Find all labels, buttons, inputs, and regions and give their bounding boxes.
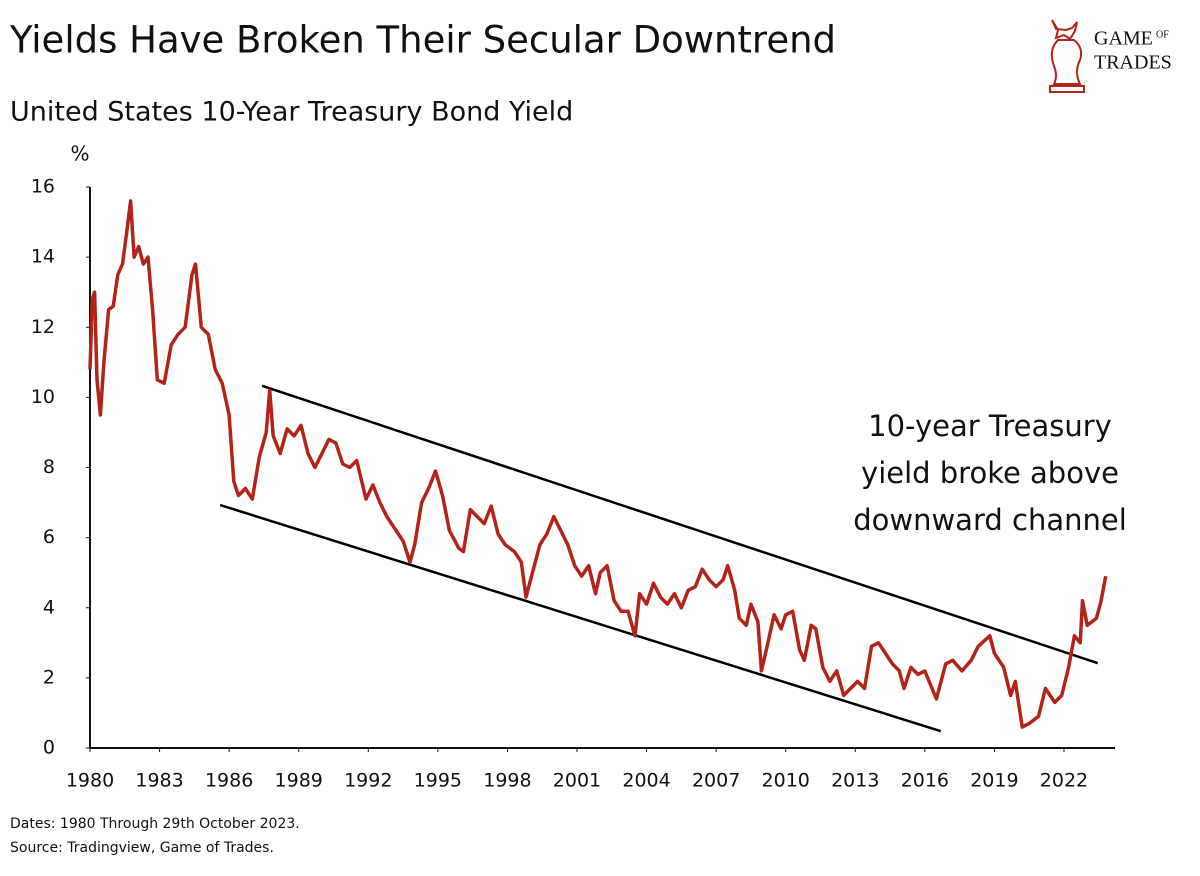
y-tick-label: 6 [43, 526, 55, 548]
channel-line [219, 503, 942, 733]
y-tick-label: 2 [43, 666, 55, 688]
x-tick-label: 1995 [414, 770, 462, 792]
logo-text: TRADES [1094, 52, 1172, 74]
x-tick-label: 2010 [762, 770, 810, 792]
x-tick-label: 2007 [692, 770, 740, 792]
annotation-line: 10-year Treasury [868, 409, 1112, 443]
annotation-line: yield broke above [861, 456, 1119, 490]
x-tick-label: 2013 [831, 770, 879, 792]
y-tick-label: 16 [31, 176, 55, 198]
annotation-line: downward channel [853, 503, 1127, 537]
x-tick-label: 1992 [344, 770, 392, 792]
y-tick-label: 8 [43, 456, 55, 478]
x-tick-label: 2016 [901, 770, 949, 792]
chart-title: Yields Have Broken Their Secular Downtre… [9, 19, 836, 62]
y-tick-label: 14 [31, 246, 55, 268]
x-tick-label: 1980 [66, 770, 114, 792]
y-axis-label: % [70, 142, 89, 166]
x-tick-label: 1986 [205, 770, 253, 792]
x-tick-label: 1998 [483, 770, 531, 792]
y-tick-label: 10 [31, 386, 55, 408]
y-tick-label: 4 [43, 596, 55, 618]
x-tick-label: 1989 [275, 770, 323, 792]
x-tick-label: 2022 [1040, 770, 1088, 792]
logo-text: OF [1156, 29, 1169, 40]
y-tick-label: 0 [43, 737, 55, 759]
yield-line [88, 199, 1108, 729]
x-tick-label: 2004 [622, 770, 670, 792]
x-tick-label: 2019 [970, 770, 1018, 792]
logo: GAME OF TRADES [1049, 19, 1172, 93]
note: Source: Tradingview, Game of Trades. [10, 840, 274, 856]
logo-icon [1049, 19, 1085, 93]
annotation: 10-year Treasury yield broke above downw… [853, 409, 1127, 537]
logo-text: GAME [1094, 28, 1153, 50]
channel-line [261, 384, 1099, 665]
y-tick-label: 12 [31, 316, 55, 338]
x-tick-label: 1983 [135, 770, 183, 792]
chart-subtitle: United States 10-Year Treasury Bond Yiel… [10, 97, 573, 128]
note: Dates: 1980 Through 29th October 2023. [10, 816, 300, 832]
x-tick-label: 2001 [553, 770, 601, 792]
